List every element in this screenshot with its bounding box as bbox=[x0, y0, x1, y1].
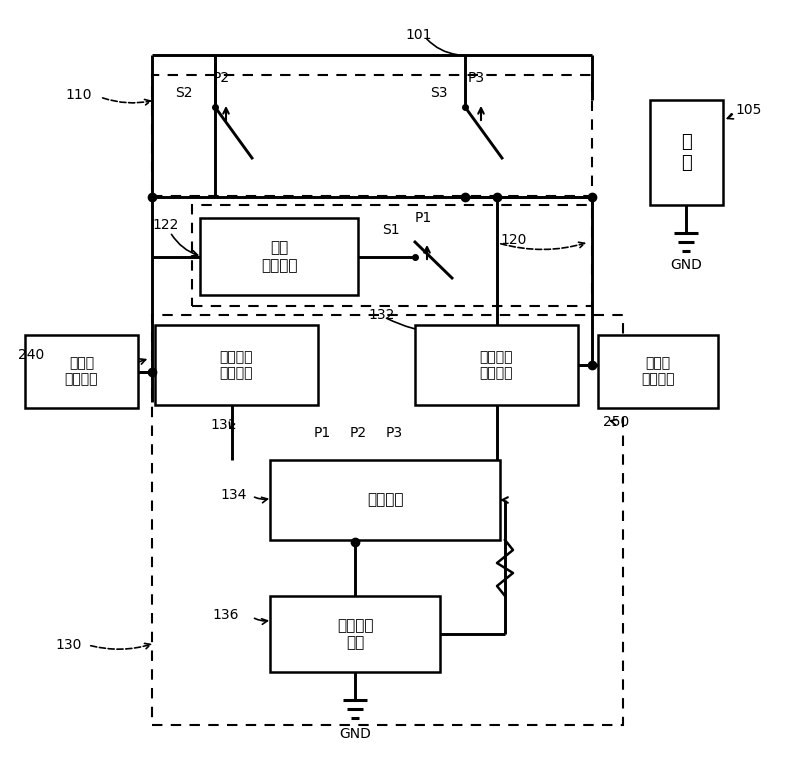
Text: 电流
限制单元: 电流 限制单元 bbox=[261, 240, 298, 273]
Bar bbox=[152, 315, 623, 725]
Bar bbox=[152, 75, 592, 196]
Text: 负
载: 负 载 bbox=[681, 133, 692, 172]
Text: 132: 132 bbox=[368, 308, 394, 322]
Text: S3: S3 bbox=[430, 86, 447, 100]
Text: 130: 130 bbox=[55, 638, 82, 652]
Text: P2: P2 bbox=[213, 71, 230, 85]
Text: 功率型
二次电池: 功率型 二次电池 bbox=[65, 356, 98, 387]
Text: 电流感测
单元: 电流感测 单元 bbox=[337, 618, 374, 651]
Bar bbox=[650, 100, 723, 205]
Text: GND: GND bbox=[670, 258, 702, 272]
Bar bbox=[598, 335, 718, 408]
Text: 110: 110 bbox=[65, 88, 91, 102]
Text: 第二电池
管理单元: 第二电池 管理单元 bbox=[480, 350, 514, 380]
Bar bbox=[155, 325, 318, 405]
Bar bbox=[270, 596, 440, 672]
Text: 101: 101 bbox=[405, 28, 431, 42]
Text: S1: S1 bbox=[382, 223, 400, 237]
Text: 第一电池
管理单元: 第一电池 管理单元 bbox=[220, 350, 254, 380]
Text: P1: P1 bbox=[415, 211, 432, 225]
Text: 240: 240 bbox=[18, 348, 44, 362]
Bar bbox=[415, 325, 578, 405]
Text: GND: GND bbox=[339, 727, 371, 741]
Text: 105: 105 bbox=[735, 103, 762, 117]
Bar bbox=[192, 205, 592, 306]
Text: P1: P1 bbox=[314, 426, 330, 440]
Text: 136: 136 bbox=[212, 608, 238, 622]
Text: 控制单元: 控制单元 bbox=[366, 492, 403, 508]
Text: P3: P3 bbox=[386, 426, 402, 440]
Text: P2: P2 bbox=[350, 426, 366, 440]
Text: 134: 134 bbox=[220, 488, 246, 502]
Text: S2: S2 bbox=[175, 86, 193, 100]
Text: 122: 122 bbox=[152, 218, 178, 232]
Text: 120: 120 bbox=[500, 233, 526, 247]
Text: 131: 131 bbox=[210, 418, 237, 432]
Text: P3: P3 bbox=[468, 71, 485, 85]
Bar bbox=[270, 460, 500, 540]
Bar bbox=[200, 218, 358, 295]
Bar bbox=[25, 335, 138, 408]
Text: 250: 250 bbox=[603, 415, 630, 429]
Text: 能量型
二次电池: 能量型 二次电池 bbox=[642, 356, 674, 387]
